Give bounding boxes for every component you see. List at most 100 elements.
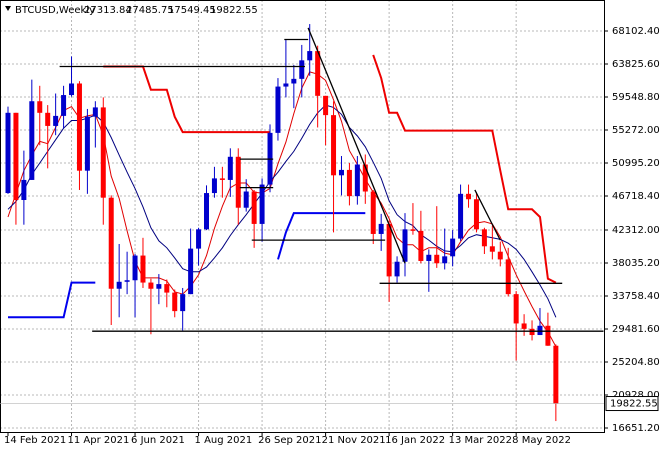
- axis: 68102.40 63825.60 59548.80 55272.00 50995.20…: [0, 26, 660, 446]
- candle-body: [386, 223, 392, 277]
- candle-body: [442, 256, 448, 264]
- y-tick-label: 16651.20: [612, 423, 660, 434]
- candle-body: [426, 254, 432, 261]
- candle-body: [402, 229, 408, 262]
- x-tick-label: 26 Sep 2021: [258, 435, 321, 446]
- y-tick-label: 33758.40: [612, 291, 660, 302]
- level-line: [474, 189, 501, 241]
- indicator-line: [8, 212, 366, 319]
- y-tick-label: 20928.00: [612, 390, 660, 401]
- candle-body: [204, 193, 209, 230]
- candle-body: [410, 229, 416, 231]
- candle-body: [227, 156, 233, 180]
- x-tick-label: 1 Aug 2021: [195, 435, 253, 446]
- y-tick-label: 46718.40: [612, 191, 660, 202]
- header-open: 27313.84: [84, 5, 132, 16]
- candle-body: [299, 60, 305, 79]
- candle-body: [13, 112, 19, 200]
- candle-body: [69, 83, 75, 96]
- candle-body: [434, 254, 440, 264]
- candle-body: [5, 112, 11, 194]
- candle-body: [283, 83, 289, 87]
- level-line: [307, 27, 406, 264]
- y-tick-label: 42312.00: [612, 225, 660, 236]
- candle-body: [172, 292, 178, 312]
- candle-body: [92, 107, 98, 117]
- candle-body: [497, 251, 503, 260]
- candle-body: [84, 116, 90, 171]
- candle-body: [307, 51, 313, 61]
- candle-body: [140, 255, 146, 283]
- candle-body: [346, 169, 352, 197]
- candle-body: [61, 95, 67, 116]
- candle-body: [473, 199, 479, 230]
- candle-body: [354, 164, 360, 197]
- price-box: [605, 396, 659, 412]
- candle-body: [537, 325, 543, 336]
- candle-body: [458, 193, 464, 239]
- candle-body: [323, 95, 329, 116]
- candle-body: [219, 178, 225, 180]
- menu-arrow: [5, 6, 11, 11]
- x-tick-label: 13 Mar 2022: [449, 435, 512, 446]
- header-low: 17549.45: [168, 5, 216, 16]
- candle-body: [489, 246, 495, 252]
- candle-body: [148, 282, 154, 289]
- y-tick-label: 50995.20: [612, 158, 660, 169]
- candle-body: [45, 112, 51, 126]
- candle-body: [37, 101, 43, 113]
- candle-body: [259, 184, 265, 224]
- plot: [5, 24, 604, 422]
- candle-body: [243, 191, 249, 208]
- candle-body: [53, 115, 59, 126]
- grid: [0, 0, 604, 432]
- candle-body: [180, 294, 186, 312]
- candle-body: [331, 115, 337, 176]
- candle-body: [545, 325, 551, 346]
- indicator-line: [7, 104, 557, 318]
- price-label: 19822.55: [610, 399, 658, 410]
- candle-body: [196, 229, 202, 249]
- candle-body: [108, 197, 114, 289]
- header-high: 27485.75: [126, 5, 174, 16]
- x-tick-label: 6 Jun 2021: [131, 435, 185, 446]
- candle-body: [235, 156, 241, 208]
- y-tick-label: 63825.60: [612, 59, 660, 70]
- candle-body: [164, 284, 170, 293]
- candle-body: [251, 191, 257, 224]
- candle-body: [370, 191, 376, 234]
- x-tick-label: 14 Feb 2021: [4, 435, 66, 446]
- x-tick-label: 11 Apr 2021: [68, 435, 130, 446]
- y-tick-label: 55272.00: [612, 125, 660, 136]
- candle-body: [513, 294, 519, 324]
- candle-body: [211, 178, 217, 194]
- plot-frame: [0, 0, 605, 433]
- candle-body: [291, 78, 297, 84]
- x-tick-label: 16 Jan 2022: [385, 435, 445, 446]
- candle-body: [21, 179, 27, 200]
- candle-body: [116, 281, 122, 289]
- y-tick-label: 68102.40: [612, 26, 660, 37]
- candle-body: [466, 193, 472, 200]
- candle-body: [188, 248, 194, 295]
- indicator-line: [7, 71, 557, 347]
- candle-body: [362, 164, 368, 192]
- candle-body: [505, 259, 511, 295]
- candle-body: [275, 86, 281, 133]
- candle-body: [553, 345, 559, 404]
- y-tick-label: 38035.20: [612, 258, 660, 269]
- candle-body: [132, 255, 138, 281]
- candle-body: [76, 83, 82, 171]
- x-tick-label: 21 Nov 2021: [322, 435, 386, 446]
- candle-body: [450, 238, 456, 257]
- header-close: 19822.55: [210, 5, 258, 16]
- chart-title: BTCUSD,Weekly: [15, 5, 95, 16]
- y-tick-label: 59548.80: [612, 92, 660, 103]
- y-tick-label: 25204.80: [612, 357, 660, 368]
- candle-body: [338, 169, 344, 176]
- candle-body: [315, 51, 321, 96]
- candle-body: [394, 261, 400, 277]
